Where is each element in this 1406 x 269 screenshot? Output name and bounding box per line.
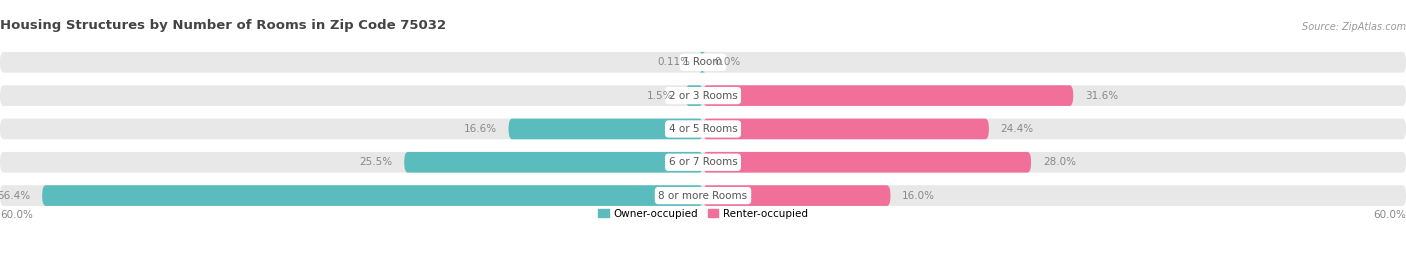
Legend: Owner-occupied, Renter-occupied: Owner-occupied, Renter-occupied [595,204,811,223]
Text: 25.5%: 25.5% [360,157,392,167]
Text: 1.5%: 1.5% [647,91,673,101]
FancyBboxPatch shape [686,85,703,106]
Text: 60.0%: 60.0% [0,210,32,220]
Text: 6 or 7 Rooms: 6 or 7 Rooms [669,157,737,167]
Text: 56.4%: 56.4% [0,190,31,201]
Text: 31.6%: 31.6% [1085,91,1118,101]
FancyBboxPatch shape [0,119,1406,139]
FancyBboxPatch shape [699,52,706,73]
Text: 2 or 3 Rooms: 2 or 3 Rooms [669,91,737,101]
FancyBboxPatch shape [0,85,1406,106]
Text: 0.11%: 0.11% [657,57,690,67]
FancyBboxPatch shape [0,52,1406,73]
FancyBboxPatch shape [703,85,1073,106]
Text: 16.0%: 16.0% [903,190,935,201]
Text: 1 Room: 1 Room [683,57,723,67]
Text: 24.4%: 24.4% [1001,124,1033,134]
Text: 8 or more Rooms: 8 or more Rooms [658,190,748,201]
FancyBboxPatch shape [703,119,988,139]
Text: Source: ZipAtlas.com: Source: ZipAtlas.com [1302,22,1406,32]
FancyBboxPatch shape [405,152,703,173]
FancyBboxPatch shape [509,119,703,139]
FancyBboxPatch shape [0,185,1406,206]
FancyBboxPatch shape [703,185,890,206]
Text: 16.6%: 16.6% [464,124,496,134]
Text: 60.0%: 60.0% [1374,210,1406,220]
Text: 4 or 5 Rooms: 4 or 5 Rooms [669,124,737,134]
FancyBboxPatch shape [42,185,703,206]
Text: 0.0%: 0.0% [714,57,741,67]
Text: Housing Structures by Number of Rooms in Zip Code 75032: Housing Structures by Number of Rooms in… [0,19,446,32]
FancyBboxPatch shape [703,152,1031,173]
FancyBboxPatch shape [0,152,1406,173]
Text: 28.0%: 28.0% [1043,157,1076,167]
